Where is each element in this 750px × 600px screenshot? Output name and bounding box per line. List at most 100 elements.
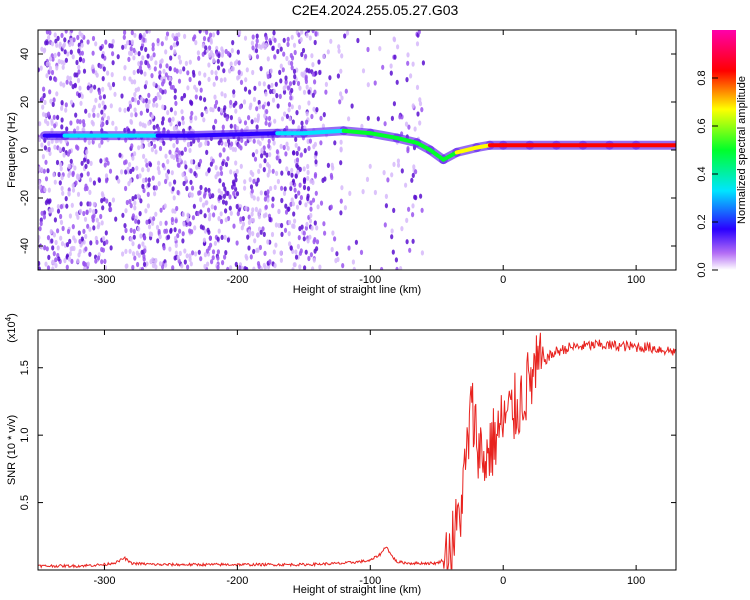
noise-point <box>113 91 117 97</box>
noise-point <box>39 65 43 71</box>
noise-point <box>217 216 221 222</box>
snr-panel: -300 -200 -100 0 100 0.5 1.0 1.5 Height of str… <box>4 313 677 596</box>
noise-point <box>191 215 195 221</box>
noise-point <box>134 112 138 118</box>
noise-point <box>170 170 174 176</box>
noise-point <box>213 103 217 109</box>
noise-point <box>400 168 404 174</box>
noise-point <box>91 35 96 42</box>
noise-point <box>168 149 172 155</box>
noise-point <box>313 39 317 46</box>
noise-point <box>72 235 76 241</box>
noise-point <box>180 150 184 156</box>
noise-point <box>209 37 213 44</box>
noise-point <box>270 231 275 238</box>
ridge-segment <box>414 140 433 152</box>
noise-point <box>409 73 413 79</box>
noise-point <box>250 40 254 46</box>
noise-point <box>76 34 80 41</box>
noise-point <box>131 96 135 103</box>
noise-point <box>59 204 64 210</box>
noise-point <box>152 81 156 87</box>
noise-point <box>178 250 182 256</box>
noise-point <box>132 47 136 54</box>
noise-point <box>255 54 260 60</box>
noise-point <box>186 264 190 270</box>
noise-point <box>102 94 106 100</box>
noise-point <box>420 207 424 213</box>
noise-point <box>47 187 51 193</box>
noise-point <box>53 52 57 59</box>
noise-point <box>408 247 412 253</box>
noise-point <box>207 76 211 82</box>
noise-point <box>132 55 136 61</box>
noise-point <box>188 256 192 262</box>
noise-point <box>317 59 321 65</box>
noise-point <box>207 167 211 173</box>
noise-point <box>258 141 262 147</box>
noise-point <box>146 203 150 209</box>
noise-point <box>326 162 330 168</box>
noise-point <box>294 173 298 179</box>
noise-point <box>258 81 262 87</box>
noise-point <box>303 148 307 154</box>
noise-point <box>329 172 333 178</box>
noise-point <box>86 261 90 267</box>
noise-point <box>104 173 109 179</box>
noise-point <box>406 60 410 66</box>
noise-point <box>223 234 227 240</box>
noise-point <box>101 205 105 211</box>
noise-point <box>82 157 87 163</box>
noise-point <box>129 46 133 52</box>
noise-point <box>53 179 57 185</box>
noise-point <box>101 86 105 92</box>
noise-point <box>199 184 203 191</box>
noise-point <box>149 259 153 265</box>
noise-point <box>411 238 415 244</box>
noise-point <box>171 33 175 39</box>
noise-point <box>239 79 244 85</box>
noise-point <box>140 45 144 51</box>
noise-point <box>44 176 49 182</box>
noise-point <box>176 255 180 261</box>
noise-point <box>339 198 343 204</box>
noise-point <box>219 211 223 217</box>
noise-point <box>102 112 106 119</box>
noise-point <box>131 155 135 161</box>
noise-point <box>38 166 41 172</box>
noise-point <box>251 171 255 177</box>
noise-point <box>153 143 157 149</box>
noise-point <box>222 68 226 74</box>
noise-point <box>130 112 134 118</box>
noise-point <box>163 89 167 95</box>
noise-point <box>86 171 90 177</box>
noise-point <box>345 30 350 36</box>
noise-point <box>70 202 74 208</box>
noise-point <box>288 116 292 122</box>
noise-point <box>149 55 153 62</box>
noise-point <box>118 152 122 158</box>
noise-point <box>224 161 229 168</box>
noise-point <box>130 39 134 45</box>
x-tick-label: -100 <box>359 575 381 587</box>
noise-point <box>70 30 74 34</box>
noise-point <box>221 161 225 167</box>
noise-point <box>202 237 206 243</box>
noise-point <box>208 192 212 198</box>
noise-point <box>180 95 184 102</box>
noise-point <box>69 80 73 86</box>
noise-point <box>292 80 296 86</box>
noise-point <box>88 201 92 207</box>
noise-point <box>313 173 317 179</box>
noise-point <box>381 64 385 70</box>
x-tick-label: -100 <box>359 274 381 286</box>
noise-point <box>190 100 194 106</box>
noise-point <box>105 239 109 245</box>
noise-point <box>71 183 75 189</box>
noise-point <box>335 251 339 257</box>
noise-point <box>329 204 333 210</box>
noise-point <box>183 160 187 166</box>
noise-point <box>175 139 179 145</box>
noise-point <box>404 121 409 127</box>
noise-point <box>256 247 260 253</box>
